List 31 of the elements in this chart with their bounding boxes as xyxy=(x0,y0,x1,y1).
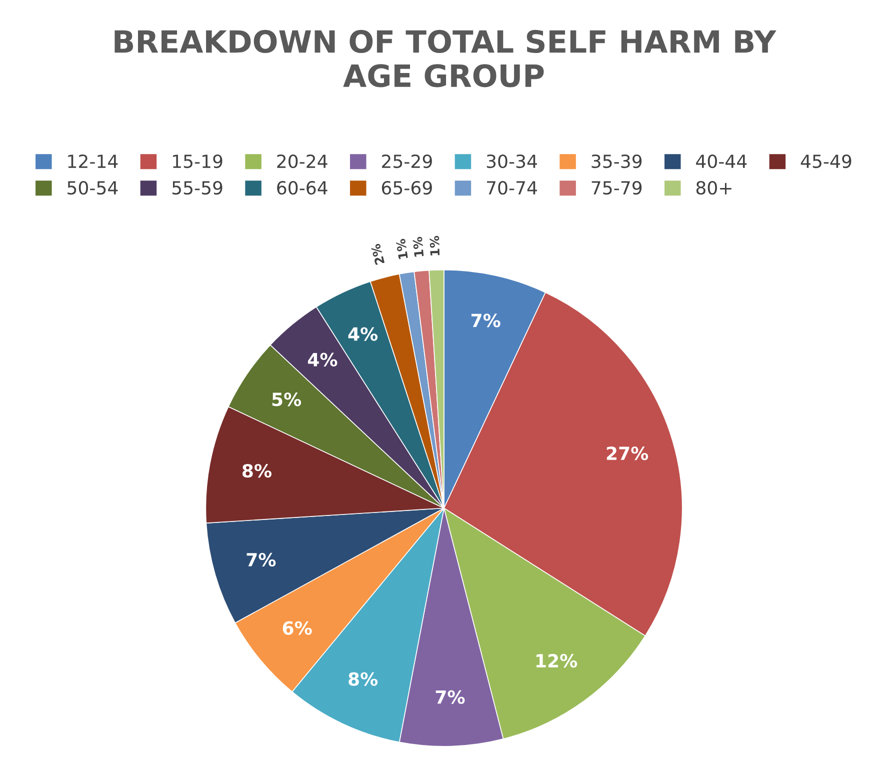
chart-title: BREAKDOWN OF TOTAL SELF HARM BY AGE GROUP xyxy=(114,30,776,88)
legend-label: 50-54 xyxy=(68,180,118,195)
legend-label: 65-69 xyxy=(382,180,432,195)
legend-label: 15-19 xyxy=(173,154,222,168)
data-label: 1% xyxy=(412,236,424,257)
legend-label: 40-44 xyxy=(696,154,747,168)
data-label: 7% xyxy=(471,314,500,328)
data-label: 8% xyxy=(242,464,272,478)
legend-label: 70-74 xyxy=(487,180,537,195)
data-label: 12% xyxy=(536,654,578,668)
legend-label: 45-49 xyxy=(800,154,852,168)
legend-label: 60-64 xyxy=(277,180,328,195)
legend-label: 35-39 xyxy=(592,154,642,168)
data-label: 4% xyxy=(348,327,378,341)
legend-label: 75-79 xyxy=(592,180,642,195)
legend-label: 55-59 xyxy=(172,180,222,195)
data-label: 7% xyxy=(246,552,276,567)
data-label: 7% xyxy=(436,690,465,704)
legend-label: 25-29 xyxy=(382,154,432,168)
data-label: 2% xyxy=(370,243,385,265)
legend-label: 30-34 xyxy=(486,154,537,168)
data-label: 27% xyxy=(606,446,648,460)
data-label: 4% xyxy=(308,352,338,366)
legend-label: 80+ xyxy=(696,180,732,195)
legend-label: 20-24 xyxy=(277,154,328,168)
data-label: 1% xyxy=(430,236,440,256)
data-label: 6% xyxy=(282,621,312,635)
legend-label: 12-14 xyxy=(68,154,118,168)
data-label: 5% xyxy=(272,392,302,406)
data-label: 8% xyxy=(348,672,378,686)
data-label: 1% xyxy=(396,238,408,260)
